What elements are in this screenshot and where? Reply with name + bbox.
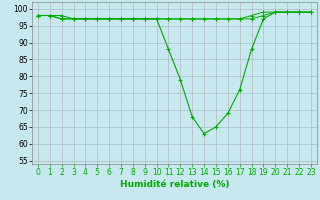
X-axis label: Humidité relative (%): Humidité relative (%)	[120, 180, 229, 189]
